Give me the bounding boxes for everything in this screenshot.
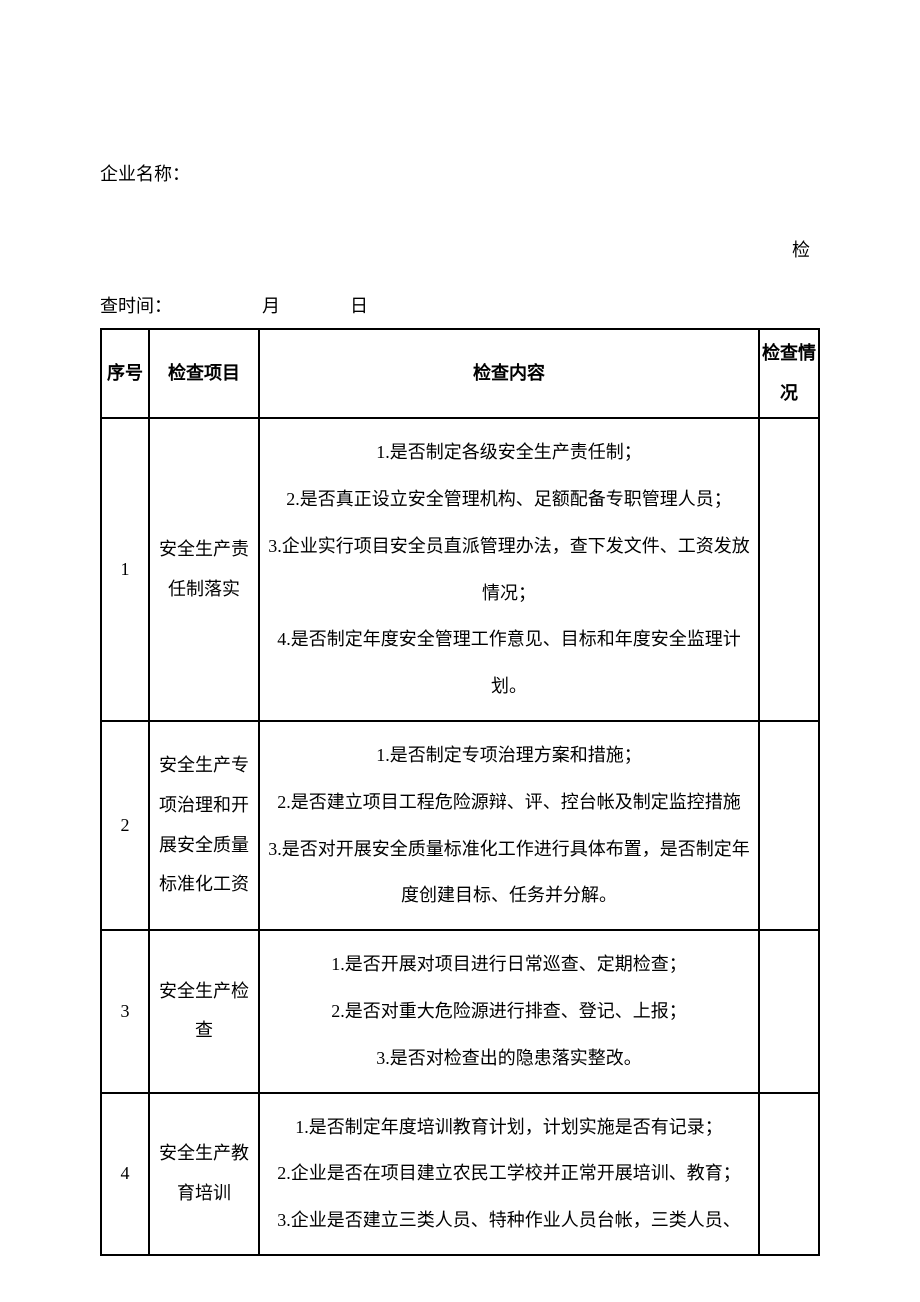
table-row: 1安全生产责任制落实1.是否制定各级安全生产责任制；2.是否真正设立安全管理机构… <box>101 418 819 721</box>
cell-status <box>759 721 819 930</box>
content-line: 3.企业是否建立三类人员、特种作业人员台帐，三类人员、 <box>264 1197 754 1244</box>
content-line: 3.是否对开展安全质量标准化工作进行具体布置，是否制定年度创建目标、任务并分解。 <box>264 826 754 920</box>
content-line: 2.是否建立项目工程危险源辩、评、控台帐及制定监控措施 <box>264 779 754 826</box>
cell-item: 安全生产教育培训 <box>149 1093 259 1255</box>
table-row: 4安全生产教育培训1.是否制定年度培训教育计划，计划实施是否有记录；2.企业是否… <box>101 1093 819 1255</box>
header-item: 检查项目 <box>149 329 259 418</box>
content-line: 1.是否制定年度培训教育计划，计划实施是否有记录； <box>264 1104 754 1151</box>
cell-seq: 3 <box>101 930 149 1092</box>
content-line: 2.企业是否在项目建立农民工学校并正常开展培训、教育； <box>264 1150 754 1197</box>
content-line: 4.是否制定年度安全管理工作意见、目标和年度安全监理计划。 <box>264 616 754 710</box>
header-seq: 序号 <box>101 329 149 418</box>
cell-item: 安全生产责任制落实 <box>149 418 259 721</box>
check-time-line: 查时间： 月 日 <box>100 292 820 318</box>
cell-item: 安全生产检查 <box>149 930 259 1092</box>
cell-status <box>759 930 819 1092</box>
header-status: 检查情况 <box>759 329 819 418</box>
month-char: 月 <box>262 296 280 316</box>
cell-content: 1.是否开展对项目进行日常巡查、定期检查；2.是否对重大危险源进行排查、登记、上… <box>259 930 759 1092</box>
cell-seq: 4 <box>101 1093 149 1255</box>
content-line: 1.是否制定专项治理方案和措施； <box>264 732 754 779</box>
table-row: 3安全生产检查1.是否开展对项目进行日常巡查、定期检查；2.是否对重大危险源进行… <box>101 930 819 1092</box>
table-header-row: 序号 检查项目 检查内容 检查情况 <box>101 329 819 418</box>
cell-content: 1.是否制定专项治理方案和措施；2.是否建立项目工程危险源辩、评、控台帐及制定监… <box>259 721 759 930</box>
cell-content: 1.是否制定年度培训教育计划，计划实施是否有记录；2.企业是否在项目建立农民工学… <box>259 1093 759 1255</box>
check-time-prefix: 查时间： <box>100 296 172 316</box>
cell-status <box>759 1093 819 1255</box>
cell-content: 1.是否制定各级安全生产责任制；2.是否真正设立安全管理机构、足额配备专职管理人… <box>259 418 759 721</box>
table-row: 2安全生产专项治理和开展安全质量标准化工资1.是否制定专项治理方案和措施；2.是… <box>101 721 819 930</box>
table-body: 1安全生产责任制落实1.是否制定各级安全生产责任制；2.是否真正设立安全管理机构… <box>101 418 819 1255</box>
day-char: 日 <box>350 296 368 316</box>
cell-item: 安全生产专项治理和开展安全质量标准化工资 <box>149 721 259 930</box>
inspection-table: 序号 检查项目 检查内容 检查情况 1安全生产责任制落实1.是否制定各级安全生产… <box>100 328 820 1256</box>
content-line: 2.是否对重大危险源进行排查、登记、上报； <box>264 988 754 1035</box>
cell-status <box>759 418 819 721</box>
content-line: 2.是否真正设立安全管理机构、足额配备专职管理人员； <box>264 476 754 523</box>
cell-seq: 1 <box>101 418 149 721</box>
cell-seq: 2 <box>101 721 149 930</box>
check-label-right: 检 <box>100 236 820 262</box>
company-name-label: 企业名称： <box>100 160 820 186</box>
content-line: 3.是否对检查出的隐患落实整改。 <box>264 1035 754 1082</box>
content-line: 3.企业实行项目安全员直派管理办法，查下发文件、工资发放情况； <box>264 523 754 617</box>
content-line: 1.是否开展对项目进行日常巡查、定期检查； <box>264 941 754 988</box>
header-content: 检查内容 <box>259 329 759 418</box>
content-line: 1.是否制定各级安全生产责任制； <box>264 429 754 476</box>
